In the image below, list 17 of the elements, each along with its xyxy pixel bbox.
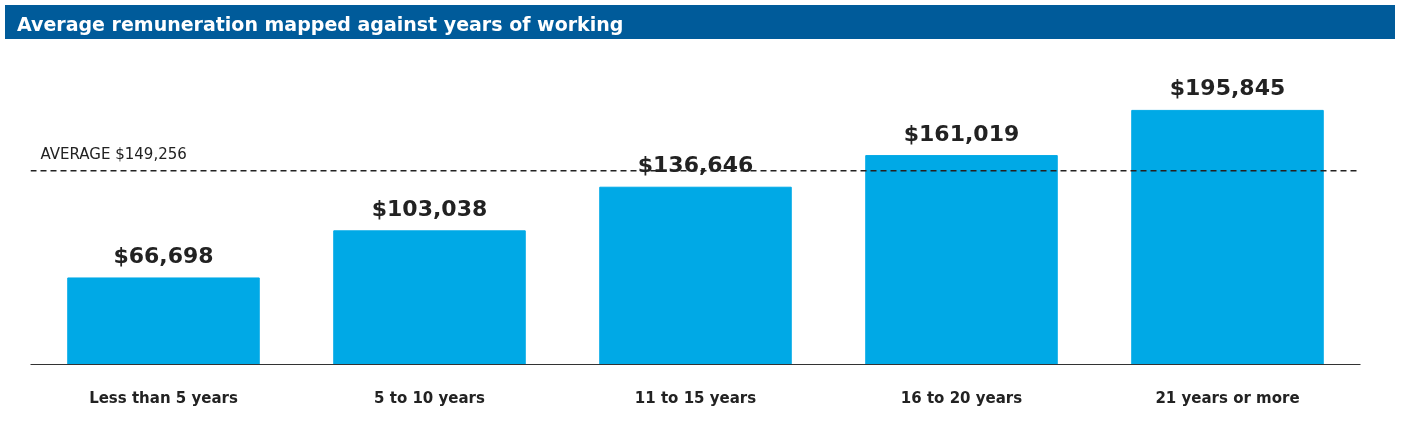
bar bbox=[67, 277, 260, 365]
bar bbox=[865, 155, 1058, 365]
x-tick-label: 11 to 15 years bbox=[634, 388, 757, 407]
data-label: $66,698 bbox=[113, 242, 214, 268]
chart-title: Average remuneration mapped against years of working bbox=[17, 12, 624, 37]
bar bbox=[599, 186, 792, 365]
x-tick-label: 5 to 10 years bbox=[374, 388, 485, 407]
bar bbox=[1131, 109, 1324, 365]
ref-line-label: AVERAGE $149,256 bbox=[40, 144, 187, 163]
x-tick-label: 16 to 20 years bbox=[900, 388, 1023, 407]
x-tick-label: 21 years or more bbox=[1155, 388, 1300, 407]
bar bbox=[333, 230, 526, 365]
data-label: $103,038 bbox=[371, 195, 488, 221]
data-label: $161,019 bbox=[903, 120, 1020, 146]
data-label: $136,646 bbox=[637, 152, 754, 178]
x-tick-label: Less than 5 years bbox=[89, 388, 238, 407]
data-label: $195,845 bbox=[1169, 75, 1286, 101]
